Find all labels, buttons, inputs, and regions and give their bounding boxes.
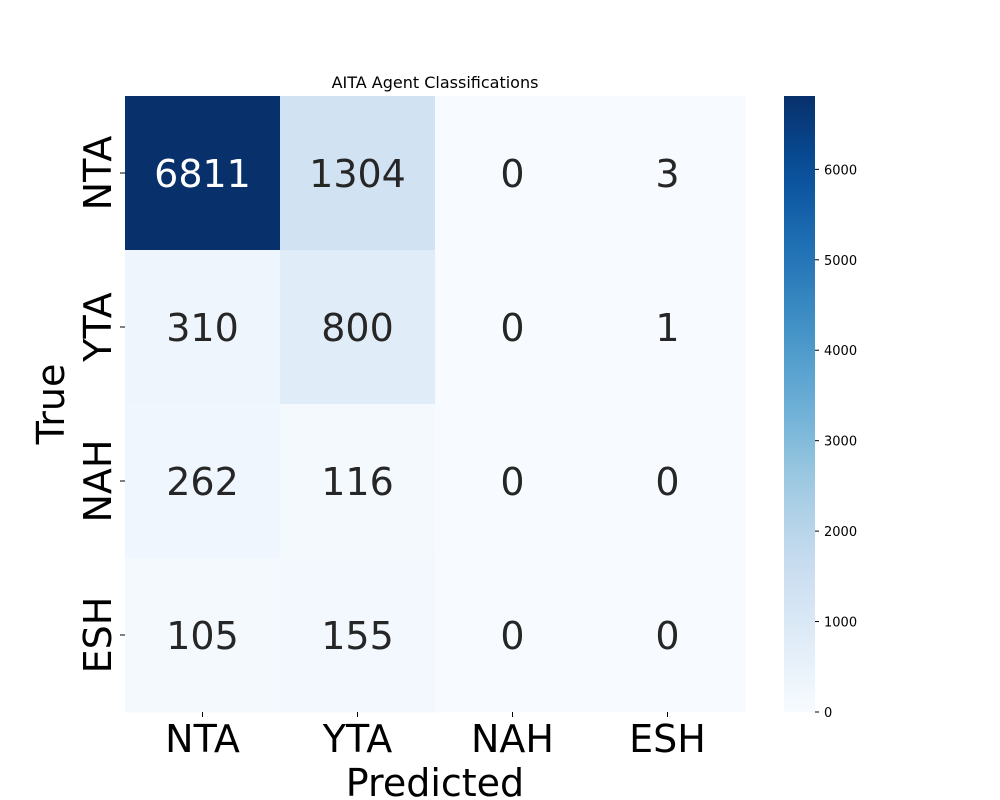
heatmap-cell-yta-yta xyxy=(280,250,436,405)
colorbar-rect xyxy=(784,96,815,712)
heatmap-cell-esh-esh xyxy=(590,558,746,713)
colorbar-tick-label: 5000 xyxy=(824,254,857,269)
cell-value-label: 155 xyxy=(321,614,394,658)
colorbar xyxy=(784,96,815,712)
cell-value-label: 1304 xyxy=(309,152,406,196)
cell-value-label: 262 xyxy=(166,460,239,504)
heatmap-cell-yta-nta xyxy=(125,250,281,405)
y-tick-label: NTA xyxy=(76,136,120,211)
heatmap-cell-yta-nah xyxy=(435,250,591,405)
heatmap-cell-nah-yta xyxy=(280,404,436,559)
x-tick-label: ESH xyxy=(629,717,706,761)
colorbar-tick-label: 6000 xyxy=(824,163,857,178)
heatmap-cell-yta-esh xyxy=(590,250,746,405)
heatmap-cell-nah-nta xyxy=(125,404,281,559)
heatmap-cell-nah-esh xyxy=(590,404,746,559)
heatmap-cell-nta-esh xyxy=(590,96,746,251)
cell-value-label: 6811 xyxy=(154,152,251,196)
cell-value-label: 3 xyxy=(655,152,679,196)
colorbar-tick-label: 1000 xyxy=(824,616,857,631)
x-tick-label: NAH xyxy=(471,717,554,761)
cell-value-label: 0 xyxy=(500,152,524,196)
heatmap-cell-nta-nta xyxy=(125,96,281,251)
cell-value-label: 1 xyxy=(655,306,679,350)
cell-value-label: 105 xyxy=(166,614,239,658)
y-tick-label: ESH xyxy=(76,597,120,674)
x-axis: NTA YTA NAH ESH xyxy=(165,712,706,761)
cell-value-label: 0 xyxy=(500,306,524,350)
x-axis-label: Predicted xyxy=(346,761,524,800)
cell-value-label: 0 xyxy=(500,614,524,658)
colorbar-tick-label: 0 xyxy=(824,706,832,721)
y-tick-label: NAH xyxy=(76,440,120,523)
heatmap-cell-esh-nta xyxy=(125,558,281,713)
heatmap-cells xyxy=(125,96,746,713)
cell-value-label: 800 xyxy=(321,306,394,350)
x-tick-label: YTA xyxy=(322,717,392,761)
colorbar-tick-label: 2000 xyxy=(824,525,857,540)
heatmap-cell-nta-yta xyxy=(280,96,436,251)
colorbar-tick-label: 4000 xyxy=(824,344,857,359)
heatmap-annotations: 6811 1304 0 3 310 800 0 1 262 116 0 0 105 155 0 0 xyxy=(154,152,679,658)
chart-title: AITA Agent Classifications xyxy=(332,73,539,92)
cell-value-label: 310 xyxy=(166,306,239,350)
y-axis: NTA YTA NAH ESH xyxy=(76,136,125,674)
heatmap-cell-nta-nah xyxy=(435,96,591,251)
cell-value-label: 0 xyxy=(500,460,524,504)
colorbar-ticks: 0 1000 2000 3000 4000 5000 6000 xyxy=(815,163,857,721)
cell-value-label: 0 xyxy=(655,460,679,504)
heatmap-cell-esh-nah xyxy=(435,558,591,713)
x-tick-label: NTA xyxy=(165,717,240,761)
heatmap-cell-nah-nah xyxy=(435,404,591,559)
heatmap-cell-esh-yta xyxy=(280,558,436,713)
y-axis-label: True xyxy=(29,364,73,446)
y-tick-label: YTA xyxy=(76,292,120,362)
cell-value-label: 116 xyxy=(321,460,394,504)
colorbar-tick-label: 3000 xyxy=(824,435,857,450)
cell-value-label: 0 xyxy=(655,614,679,658)
